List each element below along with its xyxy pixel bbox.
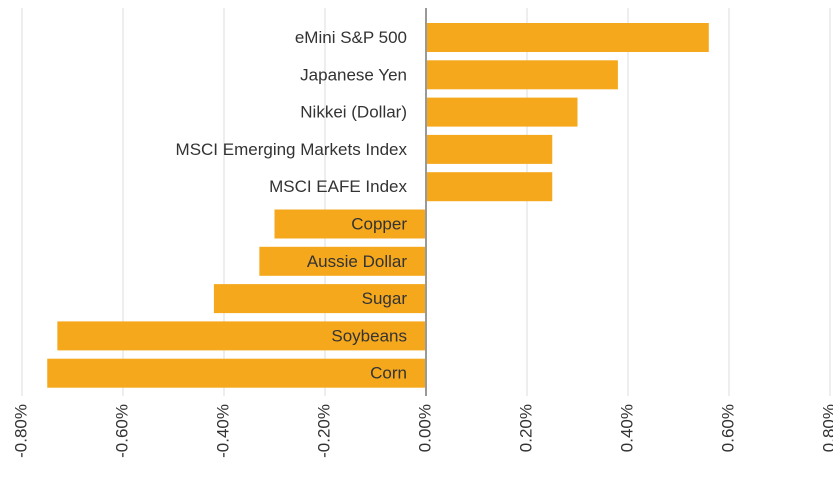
bar: [47, 358, 426, 388]
x-tick-label: -0.80%: [11, 404, 30, 458]
x-tick-label: 0.00%: [415, 404, 434, 452]
category-label: Nikkei (Dollar): [300, 103, 407, 122]
category-label: Sugar: [362, 289, 408, 308]
bar: [426, 172, 553, 202]
category-label: Soybeans: [331, 326, 407, 345]
category-label: Corn: [370, 364, 407, 383]
category-label: Copper: [351, 214, 407, 233]
bar: [213, 284, 426, 314]
bar: [426, 97, 578, 127]
x-tick-label: -0.20%: [314, 404, 333, 458]
x-tick-label: 0.20%: [516, 404, 535, 452]
category-label: Aussie Dollar: [307, 252, 407, 271]
x-tick-label: 0.40%: [617, 404, 636, 452]
x-tick-label: -0.60%: [112, 404, 131, 458]
x-tick-label: -0.40%: [213, 404, 232, 458]
bar: [426, 60, 618, 90]
category-label: Japanese Yen: [300, 65, 407, 84]
bar: [259, 246, 426, 276]
category-label: MSCI Emerging Markets Index: [176, 140, 408, 159]
bar: [426, 23, 709, 52]
x-tick-label: 0.60%: [718, 404, 737, 452]
category-label: MSCI EAFE Index: [269, 177, 407, 196]
x-tick-label: 0.80%: [819, 404, 833, 452]
category-label: eMini S&P 500: [295, 28, 407, 47]
bar: [426, 134, 553, 164]
bar: [57, 321, 426, 351]
bar: [274, 209, 426, 239]
